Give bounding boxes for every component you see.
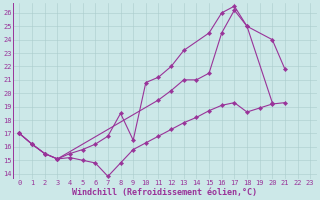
X-axis label: Windchill (Refroidissement éolien,°C): Windchill (Refroidissement éolien,°C) <box>72 188 257 197</box>
